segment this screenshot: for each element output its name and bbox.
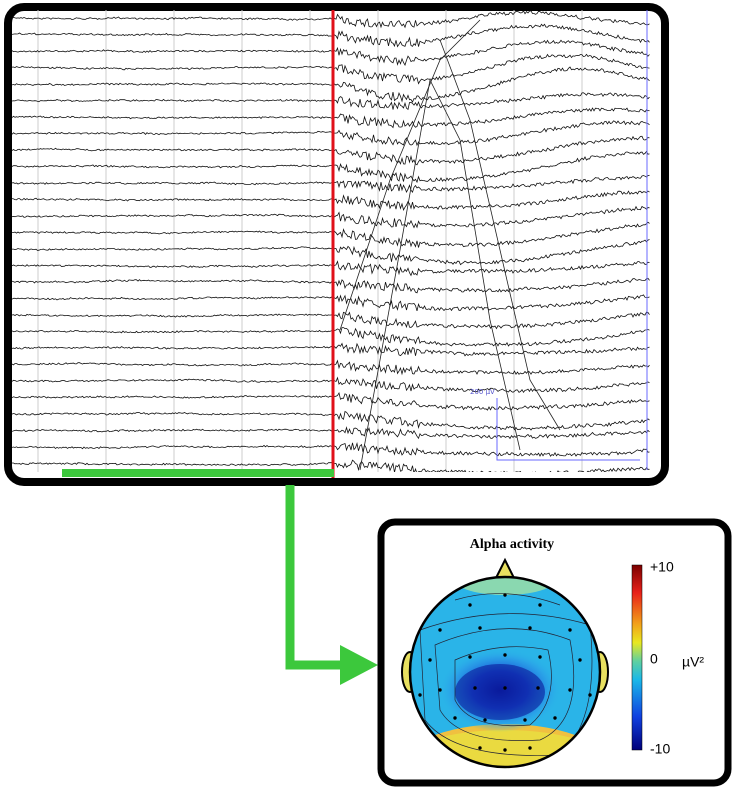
eeg-trace	[12, 391, 650, 411]
electrode	[478, 626, 482, 630]
electrode	[538, 655, 542, 659]
electrode	[418, 693, 422, 697]
colorbar-mid: 0	[650, 651, 658, 667]
electrode	[428, 658, 432, 662]
eeg-trace	[12, 221, 650, 248]
eeg-trace	[12, 92, 650, 111]
electrode	[438, 688, 442, 692]
eeg-trace	[12, 66, 650, 103]
scale-label: 200 µV	[470, 388, 495, 396]
eeg-trace	[12, 107, 650, 129]
electrode	[528, 746, 532, 750]
eeg-trace	[12, 342, 650, 357]
eeg-trace	[12, 190, 650, 211]
scale-bar	[496, 398, 640, 461]
eeg-trace	[12, 277, 650, 294]
eeg-trace	[12, 376, 650, 394]
eeg-trace	[12, 23, 650, 48]
eeg-artifact	[339, 19, 481, 331]
electrode	[568, 628, 572, 632]
colorbar-unit: µV²	[682, 654, 704, 670]
colorbar-min: -10	[650, 741, 670, 757]
head	[401, 557, 609, 769]
electrode	[483, 718, 487, 722]
colorbar	[631, 564, 643, 751]
eeg-trace	[12, 327, 650, 347]
eeg-trace	[12, 441, 650, 457]
eeg-trace	[12, 53, 650, 85]
electrode	[503, 748, 507, 752]
eeg-trace	[12, 459, 650, 472]
baseline-bar	[62, 469, 334, 477]
electrode	[468, 603, 472, 607]
arrow-head	[340, 645, 378, 685]
eeg-trace	[12, 174, 650, 193]
electrode	[478, 746, 482, 750]
electrode	[523, 718, 527, 722]
eeg-trace	[12, 120, 650, 147]
eeg-trace	[12, 150, 650, 184]
eeg-trace	[12, 205, 650, 229]
eeg-trace	[12, 135, 650, 166]
electrode	[473, 686, 477, 690]
electrode	[536, 686, 540, 690]
eeg-trace	[12, 294, 650, 312]
eeg-trace	[12, 311, 650, 330]
electrode	[503, 593, 507, 597]
eeg-trace	[12, 426, 650, 440]
colorbar-max: +10	[650, 559, 674, 575]
arrow-shaft	[285, 485, 345, 670]
topomap-title: Alpha activity	[470, 537, 554, 552]
eeg-artifact	[439, 39, 561, 431]
electrode	[578, 658, 582, 662]
electrode	[588, 693, 592, 697]
electrode	[468, 655, 472, 659]
electrode	[568, 688, 572, 692]
electrode	[528, 626, 532, 630]
electrode	[503, 653, 507, 657]
eeg-trace	[12, 10, 650, 29]
eeg-trace	[12, 39, 650, 66]
eeg-trace	[12, 239, 650, 266]
eeg-trace	[12, 260, 650, 277]
electrode	[453, 716, 457, 720]
eeg-artifact	[359, 78, 521, 471]
eeg-trace	[12, 359, 650, 376]
eeg-traces	[12, 10, 650, 472]
electrode	[438, 628, 442, 632]
electrode	[538, 603, 542, 607]
eeg-trace	[12, 410, 650, 431]
electrode	[503, 686, 507, 690]
eeg-panel	[4, 3, 669, 486]
electrode	[553, 716, 557, 720]
